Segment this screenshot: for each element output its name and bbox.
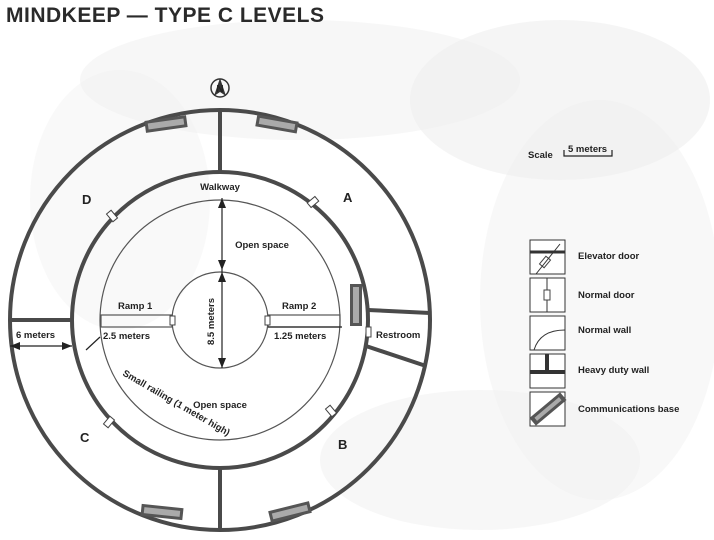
outer-width-label: 6 meters	[16, 330, 55, 341]
communications-base	[255, 114, 299, 134]
open-space-bottom-label: Open space	[193, 400, 247, 411]
legend-label: Elevator door	[578, 251, 640, 262]
elevator-door	[324, 404, 338, 418]
sector-c-label: C	[80, 430, 90, 445]
scale-value: 5 meters	[568, 144, 607, 155]
communications-base	[140, 503, 184, 521]
restroom-wall-lower	[365, 344, 427, 368]
legend-item-normal-wall: Normal wall	[529, 315, 631, 351]
elevator-door	[306, 195, 320, 209]
ramp-2	[267, 314, 341, 328]
ramp1-width-label: 2.5 meters	[103, 331, 150, 342]
scale-bar	[563, 150, 613, 157]
ramp2-width-label: 1.25 meters	[274, 331, 326, 342]
legend-item-heavy-wall: Heavy duty wall	[529, 353, 649, 389]
open-space-top-label: Open space	[235, 240, 289, 251]
ramp1-width-line	[85, 336, 101, 351]
arrow-head	[218, 272, 226, 282]
scale-label: Scale	[528, 150, 553, 161]
normal-door	[264, 315, 271, 326]
legend-item-communications-base: Communications base	[529, 391, 679, 427]
map-title: MINDKEEP — TYPE C LEVELS	[6, 4, 325, 27]
elevator-door	[102, 415, 116, 429]
legend-label: Normal wall	[578, 325, 631, 336]
communications-base	[268, 501, 312, 523]
restroom-wall-upper	[367, 308, 431, 315]
ramp-2-label: Ramp 2	[282, 301, 316, 312]
core-diameter-label: 8.5 meters	[206, 298, 217, 345]
communications-base	[144, 115, 188, 133]
arrow-head	[218, 198, 226, 208]
legend-label: Communications base	[578, 404, 679, 415]
walkway-label: Walkway	[200, 182, 240, 193]
north-label: N	[216, 84, 223, 95]
sector-b-label: B	[338, 437, 347, 452]
normal-door	[169, 315, 176, 326]
legend: Elevator door Normal door Normal wall He…	[529, 239, 679, 427]
ramp-1-label: Ramp 1	[118, 301, 153, 312]
communications-base	[350, 284, 362, 326]
arrow-head	[10, 342, 20, 350]
arrow-head	[218, 358, 226, 368]
legend-label: Normal door	[578, 290, 635, 301]
elevator-door	[105, 209, 119, 223]
normal-wall-icon	[533, 329, 566, 351]
legend-item-normal-door: Normal door	[529, 277, 635, 313]
arrow-head	[62, 342, 72, 350]
legend-label: Heavy duty wall	[578, 365, 649, 376]
sector-a-label: A	[343, 190, 353, 205]
arrow-head	[218, 260, 226, 270]
central-core	[171, 271, 269, 369]
sector-d-label: D	[82, 192, 91, 207]
normal-door	[365, 326, 372, 338]
background-texture	[30, 20, 714, 530]
legend-item-elevator-door: Elevator door	[529, 239, 640, 275]
compass-north-icon: N	[210, 78, 230, 98]
restroom-label: Restroom	[376, 330, 420, 341]
